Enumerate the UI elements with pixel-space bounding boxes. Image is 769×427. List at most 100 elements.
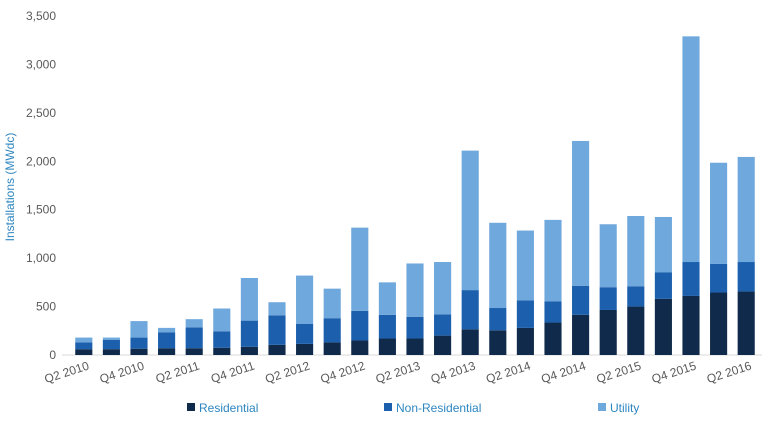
bar-segment-residential [710,292,728,355]
bar-segment-utility [75,337,93,343]
x-tick-label: Q2 2014 [484,358,532,386]
bar-segment-non-residential [737,262,755,292]
bar-segment-non-residential [158,332,176,349]
bar-segment-residential [682,295,700,355]
bar-segment-residential [544,322,562,355]
bar-segment-non-residential [516,300,534,328]
bar-segment-utility [130,321,148,338]
bars-group [75,36,755,355]
bar-segment-residential [737,291,755,355]
bar-segment-residential [323,342,341,355]
bar-segment-non-residential [240,320,258,347]
bar-segment-residential [75,349,93,355]
bar-segment-utility [296,275,314,325]
bar-segment-residential [378,338,396,355]
bar-segment-non-residential [461,290,479,330]
bar-segment-utility [351,227,369,311]
bar-segment-utility [461,150,479,291]
bar-segment-residential [406,338,424,355]
x-tick-label: Q4 2015 [650,358,698,386]
y-tick-label: 3,000 [26,57,56,71]
bar-segment-utility [682,36,700,263]
bar-segment-residential [268,344,286,355]
bar-segment-non-residential [351,310,369,341]
bar-segment-non-residential [130,337,148,349]
bar-segment-residential [158,348,176,355]
y-tick-label: 2,000 [26,154,56,168]
legend-label: Utility [610,401,639,415]
bar-segment-utility [627,216,645,287]
y-tick-label: 2,500 [26,106,56,120]
bar-segment-utility [599,224,617,288]
legend: Residential Non-Residential Utility [187,401,639,415]
bar-segment-non-residential [406,316,424,339]
bar-segment-non-residential [599,287,617,310]
bar-segment-utility [544,219,562,302]
bar-segment-utility [434,262,452,315]
bar-segment-utility [572,140,590,286]
bar-segment-residential [434,335,452,355]
y-tick-label: 3,500 [26,9,56,23]
bar-segment-utility [185,319,203,328]
bar-segment-residential [130,348,148,355]
y-tick-label: 1,500 [26,203,56,217]
x-tick-label: Q2 2016 [705,358,753,386]
bar-segment-non-residential [434,314,452,336]
x-tick-label: Q4 2010 [98,358,146,386]
bar-segment-utility [489,222,507,309]
legend-swatch [598,403,606,411]
y-axis-tick-labels: 0 500 1,000 1,500 2,000 2,500 3,000 3,500 [26,9,56,362]
y-tick-label: 500 [36,300,56,314]
bar-segment-utility [102,337,120,340]
x-tick-label: Q2 2011 [154,358,202,385]
bar-segment-residential [185,348,203,355]
bar-segment-non-residential [682,262,700,296]
bar-segment-non-residential [268,315,286,345]
x-tick-label: Q4 2014 [539,358,587,386]
bar-segment-residential [240,346,258,355]
bar-segment-utility [516,230,534,301]
x-tick-label: Q2 2013 [374,358,422,386]
x-tick-label: Q2 2015 [595,358,643,386]
bar-segment-utility [158,327,176,333]
x-tick-label: Q4 2013 [429,358,477,386]
bar-segment-residential [627,306,645,355]
bar-segment-utility [240,278,258,321]
bar-segment-non-residential [544,301,562,323]
legend-label: Non-Residential [396,401,481,415]
bar-segment-non-residential [102,339,120,350]
y-axis-title: Installations (MWdc) [3,133,17,242]
legend-label: Residential [199,401,258,415]
bar-segment-utility [268,302,286,316]
bar-segment-residential [516,327,534,355]
bar-segment-utility [378,282,396,315]
x-tick-label: Q2 2012 [263,358,311,386]
bar-segment-residential [654,298,672,355]
bar-segment-non-residential [75,342,93,350]
bar-segment-utility [213,308,231,332]
bar-segment-residential [599,309,617,355]
bar-segment-non-residential [710,263,728,293]
bar-segment-utility [323,288,341,319]
bar-segment-non-residential [572,285,590,315]
bar-segment-non-residential [489,308,507,331]
bar-segment-non-residential [185,327,203,349]
x-tick-label: Q4 2012 [319,358,367,386]
bar-segment-non-residential [213,331,231,348]
bar-segment-utility [737,156,755,263]
bar-segment-residential [461,329,479,355]
bar-segment-residential [296,343,314,355]
bar-segment-utility [710,162,728,264]
bar-segment-residential [489,330,507,355]
bar-segment-utility [654,216,672,273]
legend-swatch [384,403,392,411]
bar-segment-utility [406,263,424,317]
bar-segment-non-residential [378,314,396,339]
bar-segment-non-residential [296,324,314,344]
x-axis-tick-labels: Q2 2010 Q4 2010 Q2 2011 Q4 2011 Q2 2012 Q4 20… [43,358,754,386]
x-tick-label: Q4 2011 [209,358,257,385]
x-tick-label: Q2 2010 [43,358,91,386]
bar-segment-residential [213,347,231,355]
legend-swatch [187,403,195,411]
